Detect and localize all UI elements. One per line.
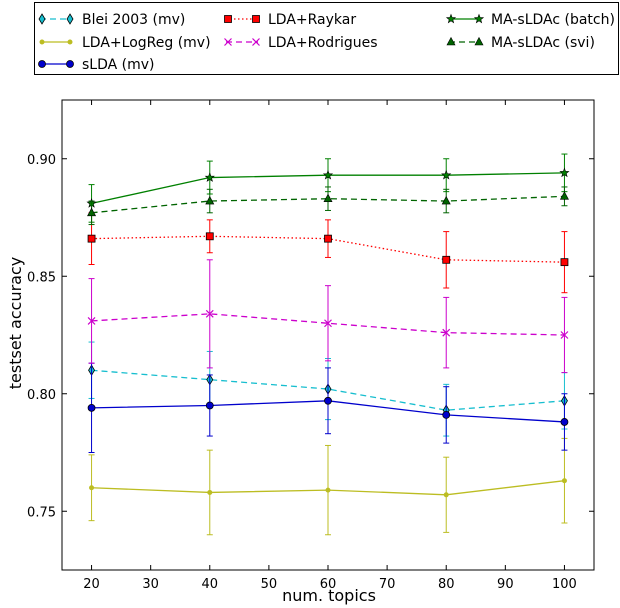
legend-marker [252,15,260,23]
data-point [205,232,214,241]
data-point [324,234,332,243]
legend-label: MA-sLDAc (batch) [491,12,615,28]
data-point [204,172,215,182]
legend-label: sLDA (mv) [82,57,155,73]
legend-marker [224,15,232,23]
legend-item: sLDA (mv) [38,57,155,73]
data-point [559,191,569,200]
legend-marker [39,39,45,45]
data-point [325,487,331,493]
legend-item: MA-sLDAc (svi) [446,35,595,51]
x-tick-label: 20 [83,577,100,592]
series-line [91,313,565,336]
legend-marker [38,60,46,68]
y-tick-label: 0.90 [27,153,56,168]
data-point [443,492,449,498]
data-point [207,489,213,495]
legend-marker [67,39,73,45]
data-point [442,255,451,264]
legend-frame [34,2,619,75]
x-tick-label: 90 [497,577,514,592]
legend-label: LDA+Raykar [268,12,356,28]
data-point [442,410,451,419]
x-tick-label: 60 [320,577,337,592]
legend-item: LDA+LogReg (mv) [39,35,211,51]
series-line [91,195,565,214]
y-tick-label: 0.85 [27,270,56,285]
x-axis-label: num. topics [282,586,376,605]
data-point [87,403,96,412]
legend-item: LDA+Raykar [224,12,356,28]
legend-marker [224,38,232,46]
data-point [324,319,332,328]
axes: 20 30 40 50 60 70 80 90 100 0.75 0.80 0.85 0.90 [27,99,595,592]
data-point [87,234,96,243]
legend-marker [66,60,74,68]
legend-marker [473,13,485,24]
series-3 [87,212,569,294]
legend-marker [474,36,484,46]
plot-area [86,153,570,536]
data-point [87,207,97,217]
x-tick-label: 100 [552,577,577,592]
legend-marker [66,13,74,25]
series-2 [87,362,569,453]
data-point [559,167,570,178]
x-tick-label: 40 [202,577,219,592]
data-point [205,195,215,205]
legend-item: LDA+Rodrigues [224,35,378,51]
y-axis-label: testset accuracy [6,257,25,389]
x-tick-label: 50 [261,577,278,592]
y-tick-label: 0.75 [27,505,56,520]
series-4 [87,259,569,374]
legend-label: LDA+Rodrigues [268,35,378,51]
data-point [89,485,95,491]
data-point [205,401,214,410]
data-point [561,478,567,484]
x-tick-label: 70 [379,577,396,592]
data-point [87,316,96,325]
data-point [322,169,334,180]
legend-item: Blei 2003 (mv) [38,12,185,28]
data-point [560,331,569,339]
legend-label: Blei 2003 (mv) [82,12,185,28]
series-1 [88,437,568,536]
x-tick-label: 80 [438,577,455,592]
data-point [560,418,569,426]
legend: Blei 2003 (mv) LDA+LogReg (mv) sLDA (mv) LD… [34,2,619,75]
data-point [442,328,451,337]
data-point [323,193,333,202]
data-point [560,258,569,267]
series-6 [87,186,569,226]
legend-marker [252,38,260,46]
data-point [205,309,214,318]
legend-marker [38,13,46,25]
y-tick-label: 0.80 [27,388,56,403]
legend-label: MA-sLDAc (svi) [491,35,595,51]
data-point [324,396,332,405]
legend-item: MA-sLDAc (batch) [445,12,615,28]
data-point [441,195,451,205]
legend-marker [445,13,457,24]
x-tick-label: 30 [142,577,159,592]
data-point [441,169,452,180]
legend-marker [446,36,456,46]
legend-label: LDA+LogReg (mv) [82,35,211,51]
